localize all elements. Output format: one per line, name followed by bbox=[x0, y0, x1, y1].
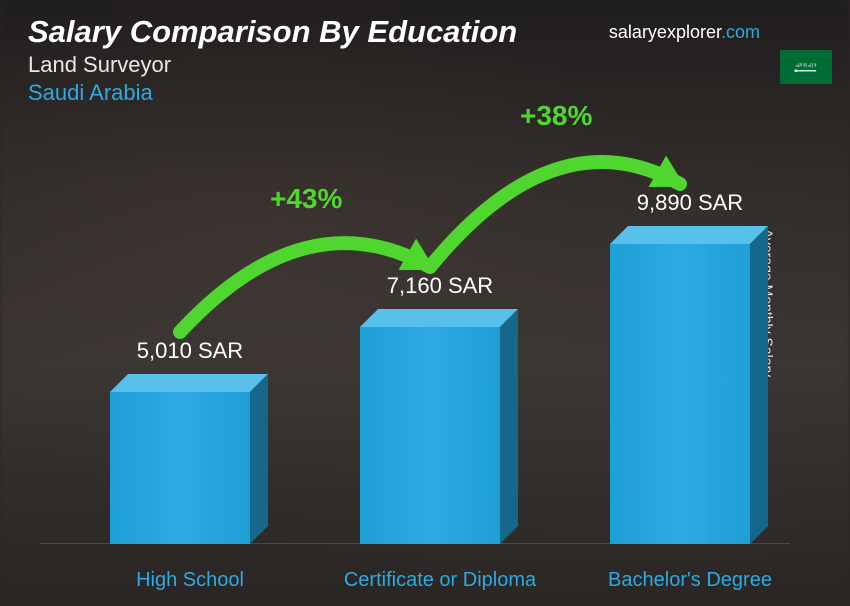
country-flag-icon: لا إله إلا الله bbox=[780, 50, 832, 84]
bar-side-face bbox=[750, 226, 768, 544]
bar-chart: 5,010 SARHigh School7,160 SARCertificate… bbox=[40, 160, 790, 594]
increment-label: +38% bbox=[520, 100, 592, 132]
site-logo: salaryexplorer.com bbox=[609, 22, 760, 43]
flag-svg: لا إله إلا الله bbox=[787, 57, 825, 77]
logo-text: salaryexplorer bbox=[609, 22, 721, 42]
logo-suffix: .com bbox=[721, 22, 760, 42]
infographic-container: Salary Comparison By Education Land Surv… bbox=[0, 0, 850, 606]
job-title: Land Surveyor bbox=[28, 52, 517, 78]
chart-title: Salary Comparison By Education bbox=[28, 14, 517, 50]
category-label: Bachelor's Degree bbox=[580, 569, 800, 592]
header: Salary Comparison By Education Land Surv… bbox=[28, 14, 517, 106]
svg-text:لا إله إلا الله: لا إله إلا الله bbox=[796, 62, 817, 68]
category-label: Certificate or Diploma bbox=[330, 569, 550, 592]
category-label: High School bbox=[80, 569, 300, 592]
increment-arrow bbox=[390, 94, 720, 544]
increment-label: +43% bbox=[270, 183, 342, 215]
